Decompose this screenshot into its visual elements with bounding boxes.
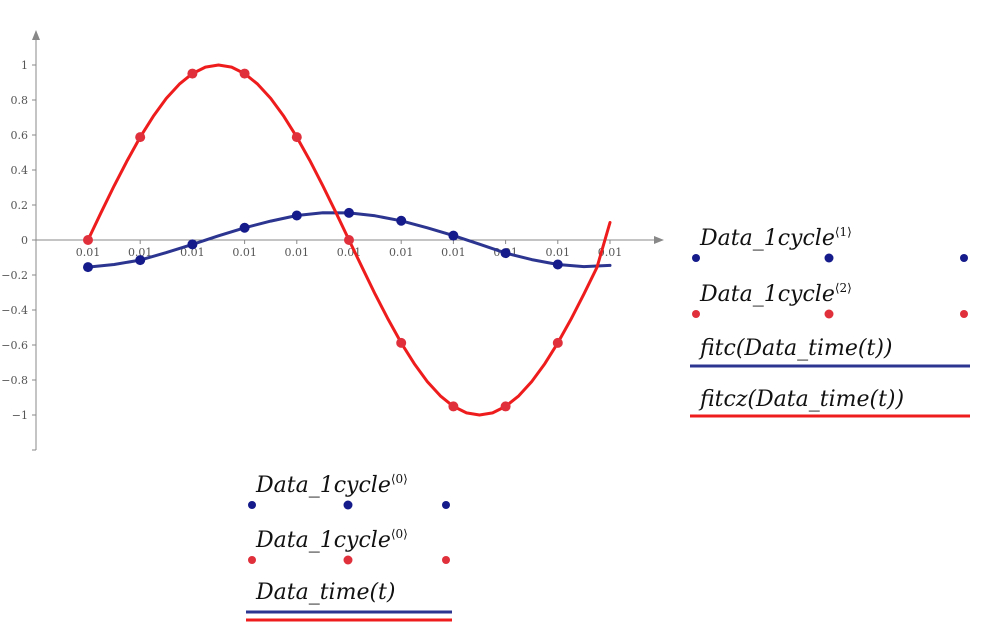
legend-point-right	[960, 254, 968, 262]
data-point	[239, 222, 250, 233]
y-tick-label: 1	[21, 59, 28, 72]
y-tick-label: 0.2	[11, 199, 29, 212]
data-point	[448, 230, 459, 241]
legend-point-mid	[343, 555, 353, 565]
legend-label-sup: ⟨2⟩	[834, 281, 852, 295]
legend-label: Data_1cycle⟨1⟩	[700, 225, 852, 251]
legend-label: Data_1cycle⟨0⟩	[256, 527, 408, 553]
legend-label-main: Data_1cycle	[256, 528, 391, 553]
data-point	[396, 337, 407, 348]
x-axis-arrow	[654, 236, 664, 244]
y-tick-label: −0.2	[1, 269, 28, 282]
data-point	[344, 235, 354, 245]
y-axis-arrow	[32, 30, 40, 40]
y-tick-label: −0.4	[1, 304, 28, 317]
legend-label: fitcz(Data_time(t))	[700, 389, 904, 411]
legend-label-sup: ⟨0⟩	[390, 472, 408, 486]
legend-point-mid	[343, 500, 353, 510]
data-point	[291, 132, 302, 143]
legend-label-main: Data_1cycle	[700, 226, 835, 251]
data-point	[239, 68, 250, 79]
y-tick-label: 0.4	[11, 164, 29, 177]
legend-point-mid	[824, 253, 834, 263]
x-tick-label: 0.01	[441, 246, 466, 259]
legend-label-sup: ⟨1⟩	[834, 225, 852, 239]
x-tick-label: 0.01	[285, 246, 310, 259]
data-point	[500, 401, 511, 412]
y-ticks: −1 −0.8 −0.6 −0.4 −0.2 0 0.2 0.4 0.6 0.8 1	[1, 59, 36, 451]
legend-point-left	[248, 501, 256, 509]
legend-label: Data_1cycle⟨2⟩	[700, 281, 852, 307]
legend-label: Data_time(t)	[256, 582, 395, 604]
legend-point-right	[442, 556, 450, 564]
data-point	[448, 401, 459, 412]
legend-marks	[246, 253, 970, 622]
legend-point-right	[960, 310, 968, 318]
data-point	[500, 248, 511, 259]
x-tick-label: 0.01	[546, 246, 571, 259]
y-tick-label: 0.8	[11, 94, 29, 107]
data-point	[552, 337, 563, 348]
x-tick-label: 0.01	[76, 246, 101, 259]
data-point	[83, 262, 93, 273]
legend-point-right	[442, 501, 450, 509]
series-points	[83, 68, 563, 412]
legend-point-left	[692, 254, 700, 262]
legend-label: fitc(Data_time(t))	[700, 338, 892, 360]
legend-label-main: Data_1cycle	[700, 282, 835, 307]
data-point	[291, 210, 302, 221]
legend-label-main: Data_1cycle	[256, 473, 391, 498]
legend-label-sup: ⟨0⟩	[390, 527, 408, 541]
x-tick-label: 0.01	[389, 246, 414, 259]
data-point	[83, 235, 93, 245]
y-tick-label: 0.6	[11, 129, 29, 142]
data-point	[187, 239, 198, 250]
x-tick-label: 0.01	[128, 246, 153, 259]
data-point	[552, 259, 563, 270]
legend-label: Data_1cycle⟨0⟩	[256, 472, 408, 498]
y-tick-label: −1	[12, 409, 28, 422]
legend-point-mid	[824, 309, 834, 319]
legend-label-main: Data_time(t)	[256, 580, 396, 605]
legend-label-main: fitcz(Data_time(t))	[700, 387, 905, 412]
x-tick-label: 0.01	[598, 246, 623, 259]
data-point	[187, 68, 198, 79]
data-point	[135, 255, 146, 266]
x-tick-label: 0.01	[232, 246, 257, 259]
y-tick-label: −0.8	[1, 374, 28, 387]
legend-label-main: fitc(Data_time(t))	[700, 336, 893, 361]
y-tick-label: 0	[21, 234, 28, 247]
legend-point-left	[248, 556, 256, 564]
data-point	[135, 132, 146, 143]
y-tick-label: −0.6	[1, 339, 28, 352]
data-point	[396, 215, 407, 226]
data-point	[344, 207, 354, 218]
x-ticks: 0.01 0.01 0.01 0.01 0.01 0.01 0.01 0.01 0.01 0.01…	[76, 240, 623, 259]
x-tick-label: 0.01	[180, 246, 205, 259]
legend-point-left	[692, 310, 700, 318]
